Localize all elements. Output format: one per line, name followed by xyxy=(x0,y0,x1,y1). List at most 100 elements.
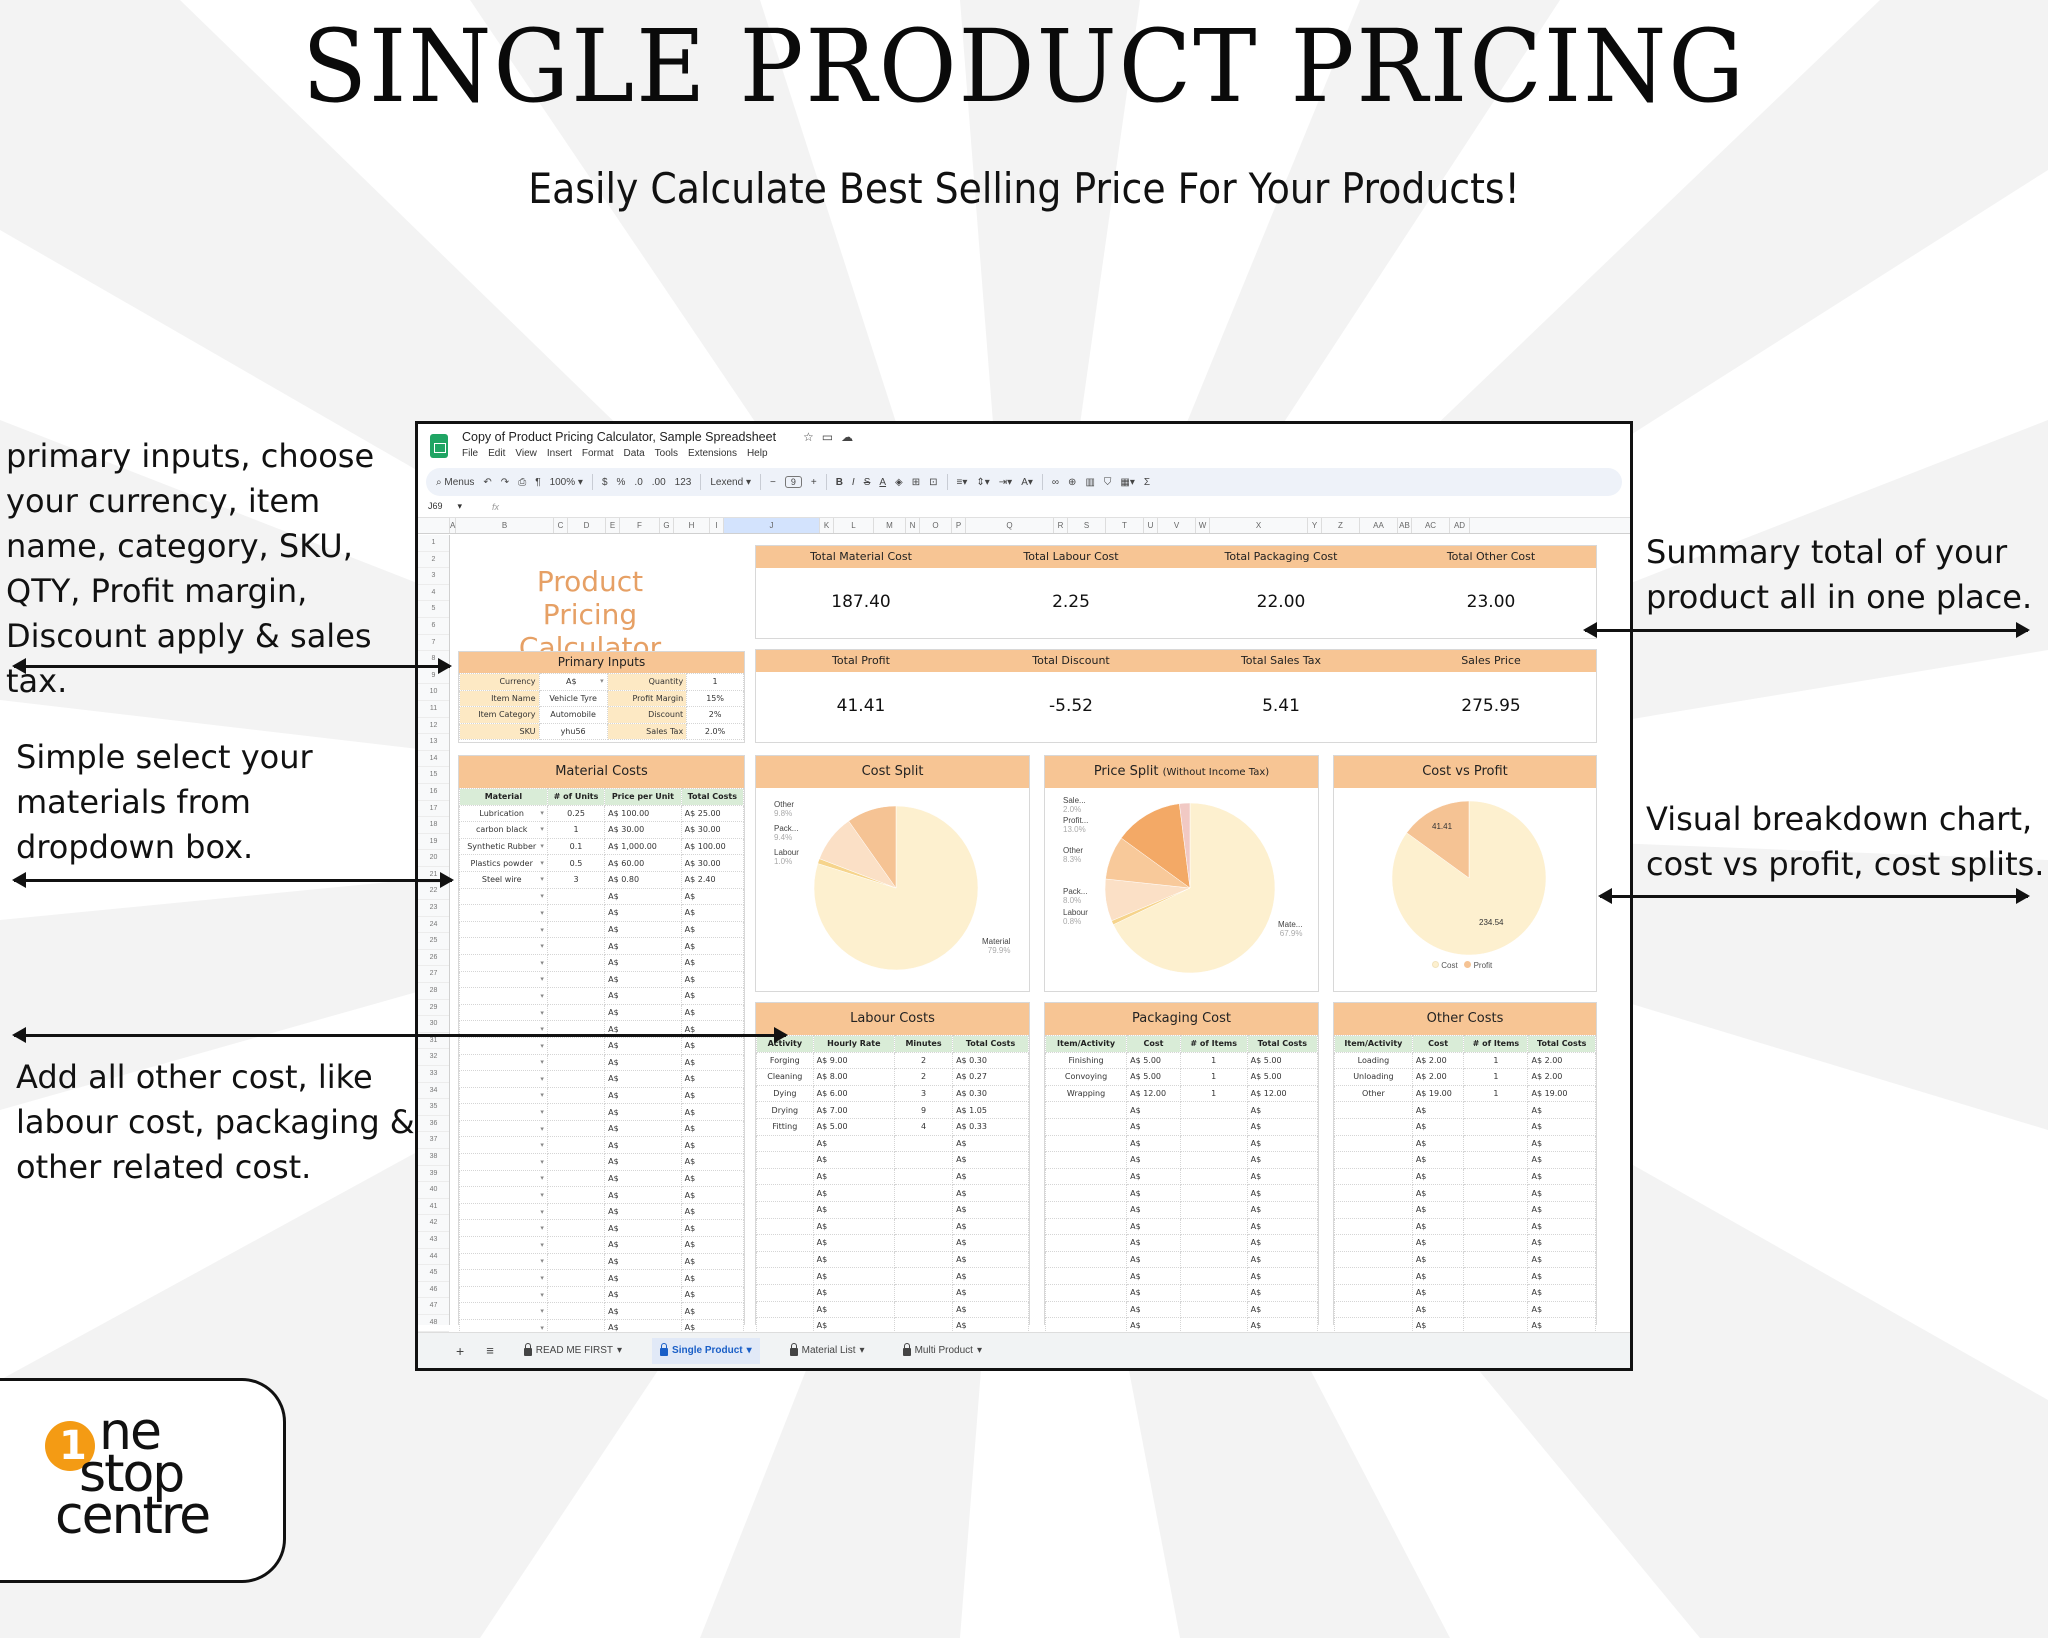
row-number[interactable]: 48 xyxy=(418,1315,449,1332)
table-cell[interactable]: ▾ xyxy=(459,904,548,922)
dropdown-arrow-icon[interactable]: ▾ xyxy=(540,858,544,867)
table-cell[interactable]: A$ xyxy=(1527,1300,1596,1319)
table-cell[interactable]: A$ xyxy=(1527,1217,1596,1236)
table-cell[interactable] xyxy=(1463,1101,1529,1119)
table-cell[interactable]: Steel wire ▾ xyxy=(459,870,548,889)
table-cell[interactable]: Fitting xyxy=(756,1117,814,1136)
number-format-button[interactable]: 123 xyxy=(674,476,692,488)
table-cell[interactable]: A$ xyxy=(1126,1283,1181,1302)
add-sheet-button[interactable]: + xyxy=(456,1342,465,1359)
table-cell[interactable]: A$ xyxy=(1126,1167,1181,1186)
table-cell[interactable]: A$ xyxy=(952,1217,1029,1236)
row-number[interactable]: 14 xyxy=(418,751,449,768)
table-cell[interactable] xyxy=(546,937,606,955)
menu-tools[interactable]: Tools xyxy=(654,448,679,459)
table-cell[interactable] xyxy=(1463,1250,1529,1269)
dropdown-arrow-icon[interactable]: ▾ xyxy=(540,808,544,817)
table-cell[interactable]: A$ xyxy=(680,1219,745,1238)
table-cell[interactable] xyxy=(1179,1250,1248,1269)
table-cell[interactable] xyxy=(546,920,606,939)
table-cell[interactable]: A$ xyxy=(604,970,682,989)
table-cell[interactable]: ▾ xyxy=(459,1202,548,1221)
table-cell[interactable] xyxy=(1179,1134,1248,1153)
table-cell[interactable]: 1 xyxy=(1179,1051,1248,1070)
table-cell[interactable]: A$ xyxy=(1527,1200,1596,1219)
table-cell[interactable]: A$ 30.00 xyxy=(680,854,745,872)
table-cell[interactable]: Loading xyxy=(1334,1051,1413,1070)
row-number[interactable]: 12 xyxy=(418,718,449,735)
table-cell[interactable]: A$ xyxy=(604,1252,682,1271)
table-cell[interactable]: A$ xyxy=(1411,1167,1465,1186)
star-icon[interactable]: ☆ xyxy=(803,430,822,444)
table-cell[interactable]: A$ 2.00 xyxy=(1411,1068,1465,1086)
undo-icon[interactable]: ↶ xyxy=(483,476,492,488)
table-cell[interactable] xyxy=(1179,1234,1248,1252)
table-cell[interactable]: A$ 5.00 xyxy=(1126,1068,1181,1086)
table-cell[interactable]: A$ xyxy=(680,887,745,906)
table-cell[interactable]: Drying xyxy=(756,1101,814,1119)
table-cell[interactable]: 9 xyxy=(893,1101,954,1119)
table-cell[interactable] xyxy=(1179,1184,1248,1202)
table-cell[interactable] xyxy=(546,1119,606,1138)
table-cell[interactable] xyxy=(756,1250,814,1269)
table-cell[interactable]: A$ xyxy=(1527,1101,1596,1119)
table-cell[interactable]: A$ xyxy=(1411,1250,1465,1269)
table-cell[interactable]: A$ xyxy=(1527,1167,1596,1186)
table-cell[interactable] xyxy=(546,987,606,1005)
menu-file[interactable]: File xyxy=(462,448,479,459)
table-cell[interactable]: ▾ xyxy=(459,987,548,1005)
table-cell[interactable] xyxy=(1334,1217,1413,1236)
table-cell[interactable]: 4 xyxy=(893,1117,954,1136)
row-number[interactable]: 11 xyxy=(418,701,449,718)
row-number[interactable]: 1 xyxy=(418,535,449,552)
table-cell[interactable]: A$ xyxy=(952,1283,1029,1302)
table-cell[interactable]: A$ xyxy=(812,1167,896,1186)
filter-icon[interactable]: ⛉ xyxy=(1103,476,1112,488)
table-cell[interactable]: A$ 2.00 xyxy=(1527,1051,1596,1070)
table-cell[interactable]: 3 xyxy=(893,1084,954,1103)
table-cell[interactable]: Other xyxy=(1334,1084,1413,1103)
row-number[interactable]: 27 xyxy=(418,966,449,984)
table-cell[interactable] xyxy=(756,1200,814,1219)
table-cell[interactable] xyxy=(546,1136,606,1155)
table-cell[interactable] xyxy=(546,1269,606,1287)
table-cell[interactable]: A$ 5.00 xyxy=(812,1117,896,1136)
table-cell[interactable]: A$ xyxy=(812,1250,896,1269)
font-size-increase[interactable]: + xyxy=(810,476,817,488)
row-number[interactable]: 38 xyxy=(418,1149,449,1166)
table-cell[interactable] xyxy=(893,1300,954,1319)
column-header[interactable]: B xyxy=(456,518,554,533)
dropdown-arrow-icon[interactable]: ▾ xyxy=(540,1124,544,1133)
table-cell[interactable] xyxy=(1044,1200,1128,1219)
table-cell[interactable] xyxy=(893,1151,954,1169)
table-cell[interactable]: A$ xyxy=(680,970,745,989)
currency-format-button[interactable]: $ xyxy=(601,476,608,488)
table-cell[interactable]: A$ xyxy=(812,1267,896,1285)
comment-icon[interactable]: ⊕ xyxy=(1068,476,1077,488)
table-cell[interactable]: A$ 2.00 xyxy=(1411,1051,1465,1070)
table-cell[interactable]: A$ 60.00 xyxy=(604,854,682,872)
table-cell[interactable]: A$ xyxy=(1411,1267,1465,1285)
table-cell[interactable]: Dying xyxy=(756,1084,814,1103)
input-value[interactable]: Automobile xyxy=(538,706,608,724)
table-cell[interactable]: A$ 0.80 xyxy=(604,870,682,889)
filter-views-icon[interactable]: ▦▾ xyxy=(1120,476,1135,488)
menu-data[interactable]: Data xyxy=(623,448,645,459)
chart-icon[interactable]: ▥ xyxy=(1085,476,1095,488)
table-cell[interactable] xyxy=(1044,1184,1128,1202)
row-number[interactable]: 9 xyxy=(418,668,449,685)
row-number[interactable]: 34 xyxy=(418,1083,449,1100)
table-cell[interactable]: A$ xyxy=(1527,1234,1596,1252)
sheets-logo-icon[interactable] xyxy=(430,434,448,458)
table-cell[interactable]: A$ 0.27 xyxy=(952,1068,1029,1086)
table-cell[interactable] xyxy=(1463,1167,1529,1186)
row-number[interactable]: 10 xyxy=(418,684,449,701)
table-cell[interactable]: A$ xyxy=(680,987,745,1005)
table-cell[interactable] xyxy=(1044,1300,1128,1319)
table-cell[interactable]: A$ xyxy=(680,1285,745,1304)
table-cell[interactable]: A$ xyxy=(1246,1283,1319,1302)
table-cell[interactable]: A$ 5.00 xyxy=(1246,1051,1319,1070)
font-select[interactable]: Lexend ▾ xyxy=(710,476,751,488)
table-cell[interactable]: A$ xyxy=(1411,1200,1465,1219)
table-cell[interactable]: A$ xyxy=(680,1202,745,1221)
